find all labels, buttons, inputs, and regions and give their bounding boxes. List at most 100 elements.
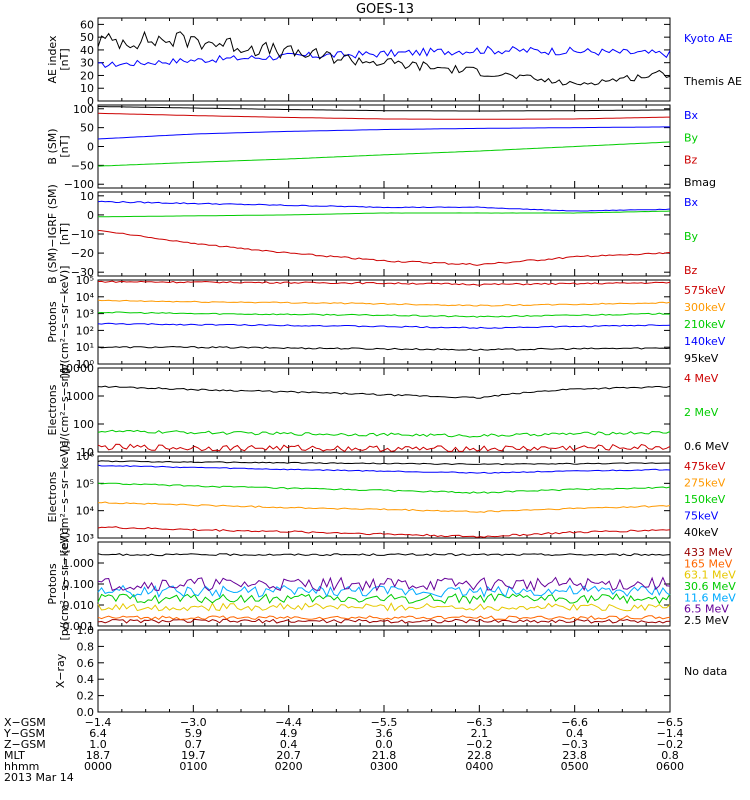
y-tick-label: 10³	[76, 308, 94, 321]
ephemeris-footer: X−GSM −1.4 −3.0 −4.4 −5.5 −6.3 −6.6 −6.5 Y−GSM 6.…	[3, 716, 684, 784]
y-tick-label: 10¹	[76, 341, 94, 354]
footer-cell: 0.4	[566, 727, 584, 740]
panel-frame	[97, 367, 671, 453]
series-line-Bx	[97, 200, 671, 212]
series-line-Bz	[97, 112, 670, 120]
series-line-Bx	[97, 126, 670, 140]
series-line-165-MeV	[97, 615, 671, 621]
footer-cell: 6.4	[89, 727, 107, 740]
footer-cell: 0100	[179, 760, 207, 773]
legend-label: By	[684, 131, 699, 144]
y-axis-label: [e/(cm²−s−sr)]	[58, 368, 71, 451]
y-tick-label: 10²	[76, 324, 94, 337]
footer-cell: 20.7	[276, 749, 301, 762]
series-line-Bmag	[97, 106, 670, 112]
legend-label: Kyoto AE	[684, 32, 733, 45]
panel-electrons_low: 10³ 10⁴ 10⁵ 10⁶ Electrons [e/(cm²−s−sr−keV)] 4…	[46, 441, 726, 554]
legend-label: 150keV	[684, 493, 726, 506]
footer-cell: 0.4	[280, 738, 298, 751]
y-tick-label: 1.0	[77, 624, 95, 637]
series-line-95keV	[97, 345, 671, 351]
series-line-433-MeV	[97, 618, 671, 624]
footer-cell: −4.4	[275, 716, 302, 729]
legend-label: 300keV	[684, 301, 726, 314]
legend-label: By	[684, 230, 699, 243]
footer-cell: 19.7	[181, 749, 206, 762]
y-axis-label: Electrons	[46, 471, 59, 522]
legend-label: 165 MeV	[684, 557, 733, 570]
footer-cell: 0400	[465, 760, 493, 773]
footer-cell: −5.5	[371, 716, 398, 729]
series-line-40keV	[97, 460, 670, 466]
legend-label: Bx	[684, 109, 699, 122]
y-tick-label: 0	[87, 141, 94, 154]
footer-cell: 0000	[84, 760, 112, 773]
panel-protons_high: 0.001 0.010 0.100 1.000 Protons [p/(cm²−s−sr−…	[46, 528, 736, 641]
legend-label: 95keV	[684, 352, 719, 365]
y-tick-label: −100	[64, 178, 94, 191]
y-tick-label: 50	[80, 31, 94, 44]
footer-cell: 23.8	[562, 749, 587, 762]
footer-cell: 0.0	[375, 738, 393, 751]
footer-cell: 0.8	[661, 749, 679, 762]
y-tick-label: 10⁶	[76, 450, 95, 463]
footer-cell: −1.4	[85, 716, 112, 729]
y-tick-label: 10⁰	[76, 358, 95, 371]
y-tick-label: 10	[80, 190, 94, 203]
y-axis-label: Protons	[46, 563, 59, 604]
y-tick-label: 0.2	[77, 690, 95, 703]
y-axis-label: [nT]	[58, 223, 71, 245]
y-tick-label: 10	[80, 446, 94, 459]
y-tick-label: 0	[87, 95, 94, 108]
y-tick-label: 10	[80, 82, 94, 95]
y-tick-label: 30	[80, 57, 94, 70]
series-line-Kyoto-AE	[97, 45, 671, 68]
footer-cell: −0.3	[561, 738, 588, 751]
y-tick-label: 10⁴	[76, 291, 95, 304]
y-tick-label: 60	[80, 18, 94, 31]
y-tick-label: 100	[73, 103, 94, 116]
y-tick-label: 1000	[66, 390, 94, 403]
footer-cell: −6.3	[466, 716, 493, 729]
y-tick-label: −50	[71, 159, 94, 172]
legend-label: Bz	[684, 264, 698, 277]
y-axis-label: B (SM)−IGRF (SM)	[46, 184, 59, 284]
series-line-575keV	[97, 280, 671, 286]
y-axis-label: [p/(cm²−s−sr−keV)]	[58, 528, 71, 641]
series-line-210keV	[97, 311, 671, 318]
footer-cell: −6.5	[657, 716, 684, 729]
y-axis-label: [e/(cm²−s−sr−keV)]	[58, 441, 71, 554]
series-line-6.5-MeV	[97, 576, 671, 592]
footer-cell: −0.2	[466, 738, 493, 751]
y-tick-label: 10⁵	[76, 274, 94, 287]
panel-frame	[97, 191, 671, 277]
y-axis-label: Electrons	[46, 384, 59, 435]
legend-label: 433 MeV	[684, 546, 733, 559]
series-line-0.6-MeV	[97, 385, 671, 399]
footer-row-label: hhmm	[4, 760, 39, 773]
no-data-label: No data	[684, 665, 727, 678]
panel-frame	[97, 279, 671, 365]
series-line-150keV	[97, 482, 671, 494]
legend-label: 275keV	[684, 477, 726, 490]
legend-label: 475keV	[684, 460, 726, 473]
y-axis-label: [p/(cm²−s−sr−keV)]	[58, 266, 71, 379]
footer-cell: 0200	[275, 760, 303, 773]
footer-cell: −1.4	[657, 727, 684, 740]
y-axis-label: [nT]	[58, 48, 71, 70]
y-tick-label: 0.8	[77, 640, 95, 653]
legend-label: 30.6 MeV	[684, 580, 736, 593]
footer-row-label: Y−GSM	[3, 727, 45, 740]
y-tick-label: 0.001	[63, 620, 95, 633]
footer-cell: −6.6	[561, 716, 588, 729]
legend-label: 210keV	[684, 318, 726, 331]
legend-label: 0.6 MeV	[684, 440, 729, 453]
panel-bigrf: −30 −20 −10 0 10 B (SM)−IGRF (SM) [nT] Bx By Bz	[46, 184, 699, 284]
legend-label: 2 MeV	[684, 406, 719, 419]
series-line-140keV	[97, 322, 671, 329]
legend-label: 575keV	[684, 284, 726, 297]
legend-label: 75keV	[684, 510, 719, 523]
y-tick-label: 20	[80, 69, 94, 82]
